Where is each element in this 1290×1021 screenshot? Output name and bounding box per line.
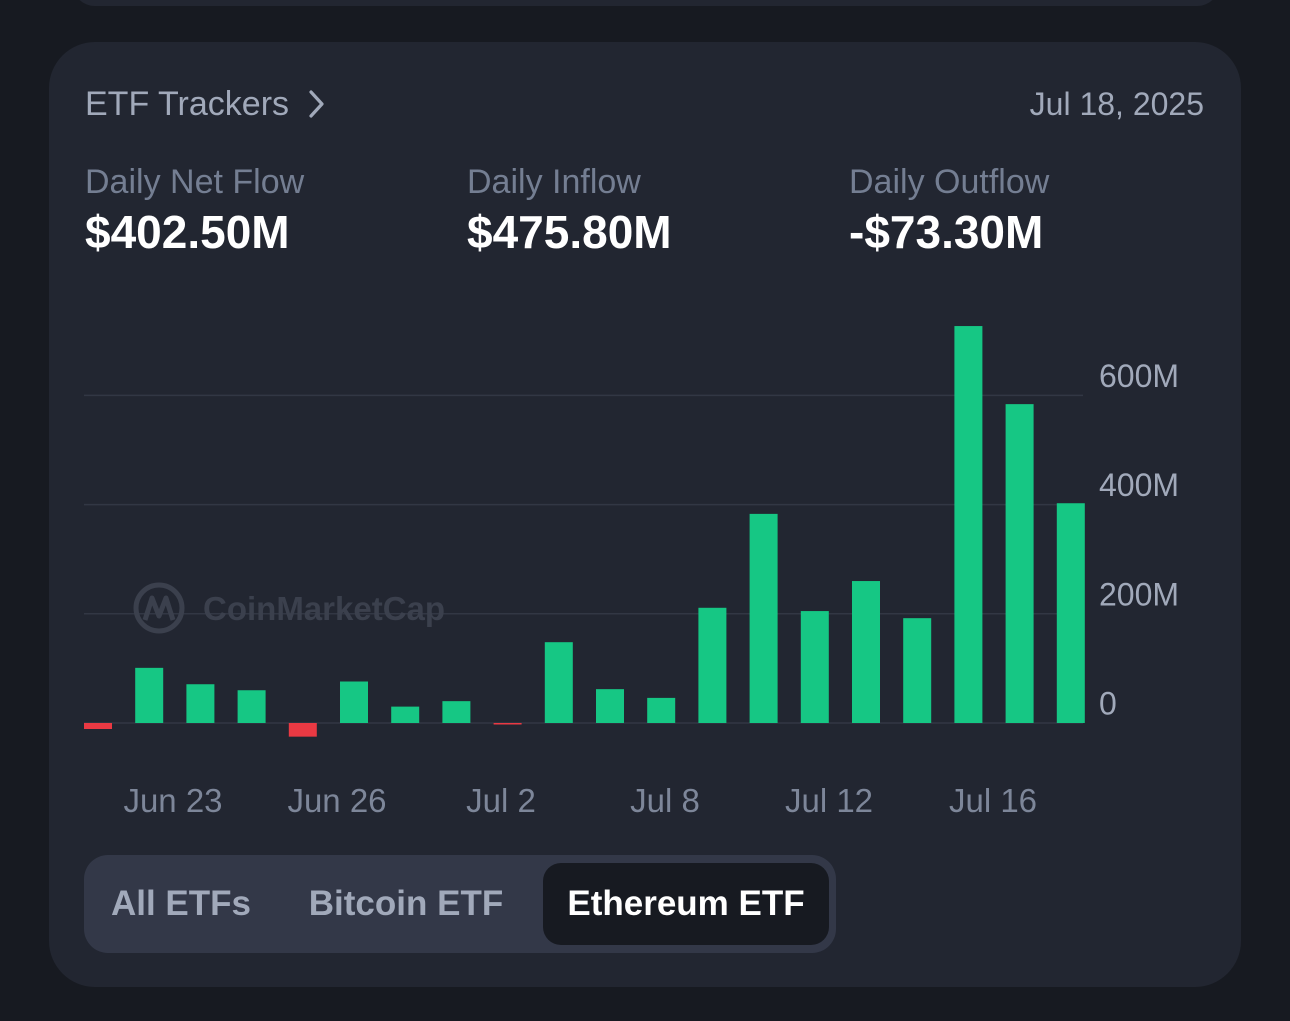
inflow-bar	[544, 642, 573, 723]
inflow-bar	[1056, 503, 1085, 723]
metric-value: $475.80M	[467, 206, 672, 258]
metric-label: Daily Outflow	[849, 163, 1050, 201]
etf-type-tabs: All ETFs Bitcoin ETF Ethereum ETF	[84, 855, 836, 953]
coinmarketcap-watermark-icon	[133, 582, 185, 634]
inflow-bar	[135, 667, 164, 723]
previous-card	[72, 0, 1220, 6]
y-tick-label: 600M	[1099, 358, 1179, 394]
inflow-bar	[954, 326, 983, 723]
inflow-bar	[800, 611, 829, 723]
inflow-bar	[647, 697, 676, 723]
inflow-bar	[1005, 404, 1034, 723]
inflow-bar	[442, 701, 471, 723]
watermark-text: CoinMarketCap	[203, 590, 445, 627]
outflow-bar	[493, 723, 522, 725]
chevron-right-icon	[309, 90, 324, 118]
card-title: ETF Trackers	[85, 85, 290, 123]
inflow-bar	[749, 513, 778, 723]
tab-bitcoin-etf[interactable]: Bitcoin ETF	[308, 884, 504, 923]
metric-outflow: Daily Outflow -$73.30M	[849, 162, 1049, 260]
metric-value: -$73.30M	[849, 206, 1044, 258]
inflow-bar	[237, 690, 266, 723]
x-tick-label: Jul 8	[630, 782, 700, 819]
tab-all-etfs[interactable]: All ETFs	[110, 884, 252, 923]
tab-ethereum-etf[interactable]: Ethereum ETF	[543, 863, 829, 945]
inflow-bar	[698, 607, 727, 723]
x-tick-label: Jun 23	[123, 782, 222, 819]
inflow-bar	[340, 681, 368, 723]
data-date: Jul 18, 2025	[1029, 86, 1204, 122]
y-tick-label: 200M	[1099, 576, 1179, 612]
x-tick-label: Jul 2	[466, 782, 536, 819]
metric-label: Daily Net Flow	[85, 163, 305, 201]
inflow-bar	[186, 684, 215, 723]
metric-inflow: Daily Inflow $475.80M	[467, 162, 672, 260]
y-tick-label: 400M	[1099, 467, 1179, 503]
x-tick-label: Jun 26	[287, 782, 386, 819]
inflow-bar	[596, 689, 624, 723]
inflow-bar	[391, 706, 420, 723]
x-tick-label: Jul 12	[785, 782, 873, 819]
outflow-bar	[288, 723, 317, 737]
inflow-bar	[903, 618, 932, 723]
outflow-bar	[84, 723, 112, 730]
inflow-bar	[852, 581, 880, 723]
y-tick-label: 0	[1099, 685, 1117, 721]
metric-label: Daily Inflow	[467, 163, 641, 201]
etf-trackers-link[interactable]: ETF Trackers	[85, 84, 327, 124]
etf-trackers-card: ETF Trackers Jul 18, 2025 Daily Net Flow…	[49, 42, 1241, 987]
metric-value: $402.50M	[85, 206, 290, 258]
etf-flow-bar-chart: 0 200M 400M 600M CoinMarketCap Jun 23 Jun 26 Ju…	[84, 326, 1179, 819]
x-tick-label: Jul 16	[949, 782, 1037, 819]
metric-net-flow: Daily Net Flow $402.50M	[85, 162, 304, 260]
